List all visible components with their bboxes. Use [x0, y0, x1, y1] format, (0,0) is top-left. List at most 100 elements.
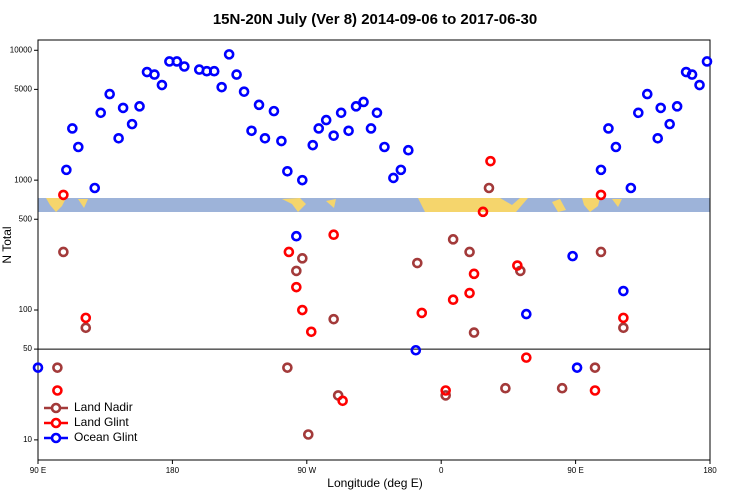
point: [686, 69, 698, 80]
point: [618, 312, 629, 324]
point: [655, 102, 667, 114]
y-tick-label: 100: [19, 305, 33, 314]
point: [80, 322, 92, 334]
point: [337, 395, 348, 407]
point: [80, 312, 92, 324]
point: [259, 133, 271, 144]
point: [73, 141, 84, 153]
x-tick-label: 90 W: [297, 466, 316, 475]
point: [305, 326, 317, 338]
point: [571, 362, 583, 373]
point: [223, 49, 235, 60]
point: [618, 285, 629, 297]
point: [521, 352, 532, 363]
point: [633, 107, 644, 119]
plot-frame: [37, 39, 711, 461]
point: [371, 107, 383, 119]
point: [652, 133, 664, 144]
legend-label: Land Glint: [74, 415, 129, 429]
point: [313, 123, 325, 134]
point: [694, 79, 705, 91]
y-tick-label: 1000: [14, 175, 32, 184]
point: [464, 287, 475, 299]
point: [282, 165, 293, 177]
x-tick-label: 180: [703, 466, 717, 475]
point: [134, 101, 145, 112]
point: [512, 260, 523, 271]
point: [179, 61, 190, 72]
point: [253, 99, 265, 111]
point: [297, 253, 308, 264]
point: [468, 268, 480, 280]
point: [246, 125, 257, 137]
point: [412, 257, 423, 269]
point: [67, 123, 78, 134]
point: [117, 102, 129, 114]
point: [610, 141, 622, 153]
point: [556, 382, 568, 394]
point: [595, 164, 607, 176]
point: [291, 230, 302, 242]
point: [365, 123, 377, 134]
point: [595, 246, 607, 258]
point: [395, 164, 407, 176]
point: [343, 125, 354, 137]
point: [641, 88, 653, 100]
point: [464, 246, 475, 258]
legend-label: Ocean Glint: [74, 430, 138, 444]
point: [126, 118, 138, 130]
point: [664, 118, 675, 130]
point: [297, 174, 308, 186]
point: [447, 234, 459, 245]
legend-marker: [50, 402, 62, 414]
x-tick-label: 90 E: [30, 466, 46, 475]
point: [61, 164, 72, 176]
point: [567, 250, 578, 262]
point: [625, 182, 637, 194]
point: [52, 385, 63, 396]
point: [671, 101, 683, 112]
point: [216, 81, 227, 93]
x-tick-label: 180: [166, 466, 180, 475]
point: [268, 105, 280, 117]
point: [701, 56, 713, 67]
point: [388, 172, 399, 184]
point: [171, 56, 183, 67]
point: [521, 308, 532, 320]
plot-layer: 10 50 100 500 1000 5000 10000 90 E 180 90 W 0 90 E 1…: [10, 45, 717, 475]
point: [477, 206, 489, 218]
point: [113, 133, 124, 144]
y-axis-label: N Total: [0, 226, 14, 263]
point: [328, 313, 339, 325]
point: [468, 327, 480, 338]
point: [89, 182, 101, 194]
point: [282, 362, 293, 373]
legend-label: Land Nadir: [74, 400, 133, 414]
point: [58, 246, 69, 258]
point: [276, 135, 287, 147]
point: [350, 101, 362, 112]
point: [52, 362, 63, 373]
point: [320, 114, 332, 126]
point: [500, 382, 511, 394]
point: [149, 69, 160, 80]
point: [32, 362, 44, 373]
y-tick-label: 10000: [10, 45, 33, 54]
legend-marker: [50, 432, 62, 444]
point: [328, 229, 339, 241]
point: [485, 155, 496, 167]
point: [447, 294, 459, 306]
point: [58, 189, 69, 201]
point: [483, 182, 495, 194]
chart-title: 15N-20N July (Ver 8) 2014-09-06 to 2017-…: [213, 11, 537, 28]
point: [618, 322, 629, 334]
point: [595, 189, 607, 201]
map-strip: [38, 198, 710, 212]
point: [104, 88, 115, 100]
point: [358, 96, 369, 108]
x-tick-label: 90 E: [567, 466, 583, 475]
point: [603, 123, 614, 134]
point: [379, 141, 390, 153]
point: [328, 130, 339, 141]
